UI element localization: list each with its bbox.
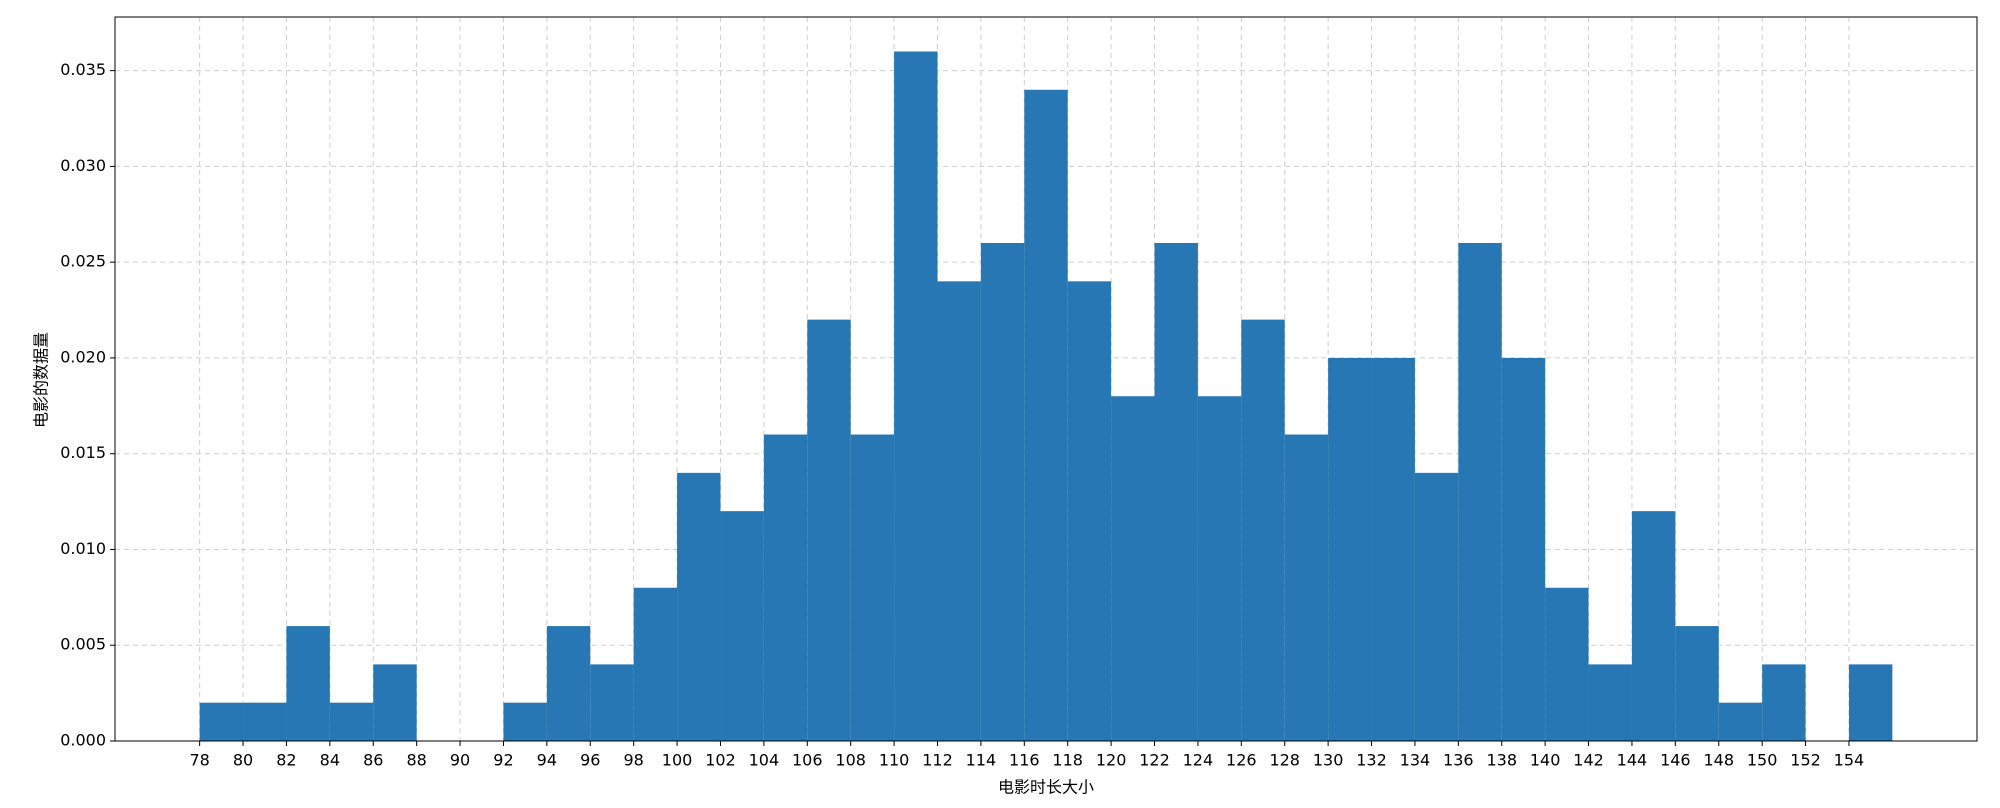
histogram-bar xyxy=(590,664,634,741)
y-tick-label: 0.025 xyxy=(60,252,106,271)
x-tick-label: 82 xyxy=(276,751,296,770)
x-tick-label: 110 xyxy=(879,751,910,770)
histogram-bar xyxy=(503,702,547,741)
histogram-bar xyxy=(1111,396,1155,741)
x-tick-label: 100 xyxy=(662,751,693,770)
histogram-bar xyxy=(243,702,287,741)
x-tick-label: 140 xyxy=(1530,751,1561,770)
histogram-bar xyxy=(1284,434,1329,741)
histogram-bar xyxy=(199,702,244,741)
x-tick-label: 146 xyxy=(1660,751,1691,770)
histogram-bar xyxy=(1241,319,1285,741)
histogram-bar xyxy=(1631,511,1676,741)
x-tick-label: 136 xyxy=(1443,751,1474,770)
x-tick-label: 152 xyxy=(1790,751,1821,770)
histogram-bar xyxy=(1414,472,1459,741)
x-tick-label: 122 xyxy=(1139,751,1170,770)
x-tick-label: 98 xyxy=(623,751,643,770)
y-tick-label: 0.000 xyxy=(60,731,106,750)
histogram-bar xyxy=(329,702,374,741)
x-tick-label: 84 xyxy=(320,751,340,770)
y-tick-label: 0.015 xyxy=(60,443,106,462)
y-tick-label: 0.005 xyxy=(60,635,106,654)
x-tick-label: 138 xyxy=(1486,751,1517,770)
x-tick-label: 106 xyxy=(792,751,823,770)
x-axis-label: 电影时长大小 xyxy=(998,778,1094,797)
histogram-bar xyxy=(720,511,764,741)
x-tick-label: 126 xyxy=(1226,751,1257,770)
histogram-bar xyxy=(1675,626,1719,741)
x-tick-label: 134 xyxy=(1400,751,1431,770)
histogram-bar xyxy=(286,626,330,741)
histogram-bar xyxy=(1067,281,1112,741)
x-tick-label: 102 xyxy=(705,751,736,770)
x-tick-label: 154 xyxy=(1834,751,1865,770)
histogram-bar xyxy=(1197,396,1242,741)
histogram-bar xyxy=(677,472,721,741)
histogram-bar xyxy=(850,434,895,741)
x-tick-label: 130 xyxy=(1313,751,1344,770)
x-tick-label: 132 xyxy=(1356,751,1387,770)
x-tick-label: 150 xyxy=(1747,751,1778,770)
histogram-bar xyxy=(807,319,851,741)
histogram-bar xyxy=(1154,243,1198,741)
x-tick-label: 80 xyxy=(233,751,253,770)
histogram-bar xyxy=(980,243,1025,741)
x-tick-label: 78 xyxy=(189,751,209,770)
histogram-bar xyxy=(1588,664,1632,741)
x-tick-label: 118 xyxy=(1052,751,1083,770)
histogram-bar xyxy=(937,281,981,741)
histogram-bar xyxy=(1501,357,1546,741)
histogram-bar xyxy=(1328,357,1372,741)
x-tick-label: 108 xyxy=(835,751,866,770)
plot-frame xyxy=(114,16,1978,742)
histogram-bar xyxy=(1458,243,1502,741)
y-tick-label: 0.020 xyxy=(60,347,106,366)
x-tick-label: 148 xyxy=(1703,751,1734,770)
x-tick-label: 114 xyxy=(966,751,997,770)
x-tick-label: 104 xyxy=(749,751,780,770)
y-tick-label: 0.010 xyxy=(60,539,106,558)
x-tick-label: 120 xyxy=(1096,751,1127,770)
x-tick-label: 94 xyxy=(537,751,557,770)
histogram-bar xyxy=(373,664,417,741)
x-tick-label: 144 xyxy=(1617,751,1648,770)
x-tick-label: 112 xyxy=(922,751,953,770)
histogram-bar xyxy=(633,587,678,741)
histogram-bar xyxy=(1545,587,1589,741)
histogram-bar xyxy=(1848,664,1893,741)
x-tick-label: 128 xyxy=(1269,751,1300,770)
x-tick-label: 142 xyxy=(1573,751,1604,770)
x-tick-label: 88 xyxy=(406,751,426,770)
histogram-bar xyxy=(763,434,808,741)
x-tick-label: 124 xyxy=(1183,751,1214,770)
histogram-bar xyxy=(1371,357,1415,741)
x-tick-label: 90 xyxy=(450,751,470,770)
x-tick-label: 116 xyxy=(1009,751,1040,770)
x-tick-label: 92 xyxy=(493,751,513,770)
histogram-bar xyxy=(1762,664,1806,741)
histogram-bar xyxy=(1024,89,1068,741)
y-tick-label: 0.030 xyxy=(60,156,106,175)
x-tick-label: 86 xyxy=(363,751,383,770)
x-tick-label: 96 xyxy=(580,751,600,770)
histogram-bar xyxy=(546,626,591,741)
y-tick-label: 0.035 xyxy=(60,60,106,79)
histogram-bar xyxy=(1718,702,1763,741)
histogram-bar xyxy=(894,51,938,741)
y-axis-label: 电影的数据量 xyxy=(32,332,51,428)
